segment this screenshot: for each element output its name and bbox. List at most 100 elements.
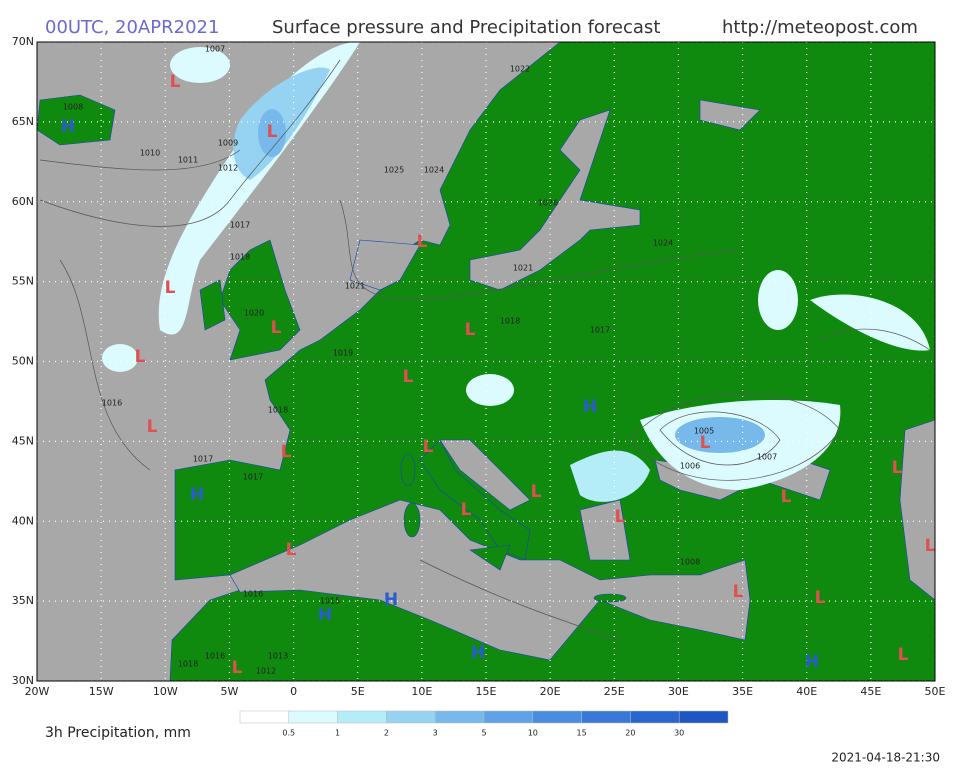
lon-label: 15E: [476, 685, 497, 698]
lon-label: 45E: [860, 685, 881, 698]
pressure-center: H: [190, 485, 204, 505]
lat-label: 60N: [12, 195, 34, 208]
lat-label: 70N: [12, 35, 34, 48]
isobar-label: 1016: [243, 590, 263, 599]
lon-label: 20W: [25, 685, 50, 698]
isobar: [659, 411, 781, 466]
isobar: [39, 59, 341, 227]
pressure-center: L: [700, 433, 711, 453]
lon-label: 35E: [732, 685, 753, 698]
sea: [469, 109, 641, 291]
sea: [349, 239, 421, 291]
pressure-center: L: [417, 232, 428, 252]
sea: [229, 499, 751, 661]
lon-label: 15W: [89, 685, 114, 698]
isobar-label: 1007: [757, 453, 777, 462]
colorbar-label: 2: [384, 729, 389, 738]
pressure-center: L: [232, 658, 243, 678]
lat-label: 55N: [12, 275, 34, 288]
pressure-center: H: [471, 643, 485, 663]
colorbar-swatch: [678, 710, 729, 724]
pressure-center: L: [281, 442, 292, 462]
land: [593, 593, 627, 603]
precip-area: [102, 344, 138, 372]
isobar-label: 1018: [268, 406, 288, 415]
colorbar-label: 15: [577, 729, 587, 738]
lon-label: 50E: [925, 685, 946, 698]
pressure-center: L: [531, 482, 542, 502]
isobar-label: 1017: [590, 326, 610, 335]
isobar: [629, 393, 841, 481]
isobar-label: 1012: [218, 164, 238, 173]
sea: [579, 499, 631, 561]
isobar-label: 1026: [538, 199, 558, 208]
isobar-label: 1017: [230, 221, 250, 230]
isobar: [419, 559, 621, 641]
isobar-label: 1016: [102, 399, 122, 408]
pressure-center: H: [318, 605, 332, 625]
pressure-center: H: [384, 590, 398, 610]
pressure-center: L: [147, 417, 158, 437]
pressure-center: L: [925, 536, 936, 556]
pressure-center: L: [815, 588, 826, 608]
isobar-label: 1022: [510, 65, 530, 74]
isobar-label: 1018: [500, 317, 520, 326]
pressure-center: L: [781, 487, 792, 507]
precip-area: [258, 109, 286, 157]
timestamp: 2021-04-18-21:30: [831, 751, 940, 765]
lon-label: 30E: [668, 685, 689, 698]
pressure-center: L: [403, 367, 414, 387]
isobar-label: 1019: [333, 349, 353, 358]
colorbar-label: 1: [335, 729, 340, 738]
precip-area: [170, 47, 230, 83]
lon-label: 10W: [153, 685, 178, 698]
pressure-center: L: [615, 507, 626, 527]
colorbar-swatch: [288, 710, 338, 724]
pressure-center: L: [892, 458, 903, 478]
isobar: [39, 149, 241, 171]
colorbar-label: 5: [481, 729, 486, 738]
colorbar-swatch: [483, 710, 534, 724]
isobar-label: 1005: [694, 427, 714, 436]
lat-label: 40N: [12, 514, 34, 527]
isobar-label: 1010: [140, 149, 160, 158]
isobar-label: 1009: [218, 139, 238, 148]
isobar-label: 1021: [345, 282, 365, 291]
lat-label: 65N: [12, 115, 34, 128]
isobar-label: 1024: [653, 239, 673, 248]
land: [400, 453, 416, 487]
lat-label: 50N: [12, 355, 34, 368]
land: [403, 502, 421, 538]
isobar-label: 1016: [205, 652, 225, 661]
colorbar-label: 0.5: [282, 729, 295, 738]
pressure-center: L: [286, 540, 297, 560]
map-area: L H L L L L L L L H L L L L H L L L L L L L H H L L H L H L 1007 1008 10…: [36, 41, 936, 682]
isobar-label: 1018: [178, 660, 198, 669]
isobars: [39, 59, 931, 641]
precip-area: [570, 450, 650, 502]
colorbar-swatch: [337, 710, 387, 724]
isobar-label: 1006: [680, 462, 700, 471]
pressure-center: L: [465, 320, 476, 340]
pressure-center: L: [461, 500, 472, 520]
isobar-label: 1017: [243, 473, 263, 482]
pressure-center: H: [805, 652, 819, 672]
isobar: [339, 199, 741, 301]
map-title: Surface pressure and Precipitation forec…: [272, 17, 660, 38]
isobar-label: 1024: [424, 166, 444, 175]
lon-label: 10E: [411, 685, 432, 698]
colorbar-label: 3: [433, 729, 438, 738]
isobar-label: 1018: [230, 253, 250, 262]
precip-area: [158, 41, 360, 335]
isobar: [819, 328, 931, 351]
lat-label: 30N: [12, 674, 34, 687]
lat-label: 45N: [12, 434, 34, 447]
isobar: [59, 259, 151, 471]
isobar-label: 1020: [244, 309, 264, 318]
precip-area: [466, 374, 514, 406]
lon-label: 25E: [604, 685, 625, 698]
legend-title: 3h Precipitation, mm: [45, 725, 191, 741]
pressure-center: H: [61, 117, 75, 137]
colorbar-swatch: [239, 710, 290, 724]
pressure-center: L: [898, 645, 909, 665]
